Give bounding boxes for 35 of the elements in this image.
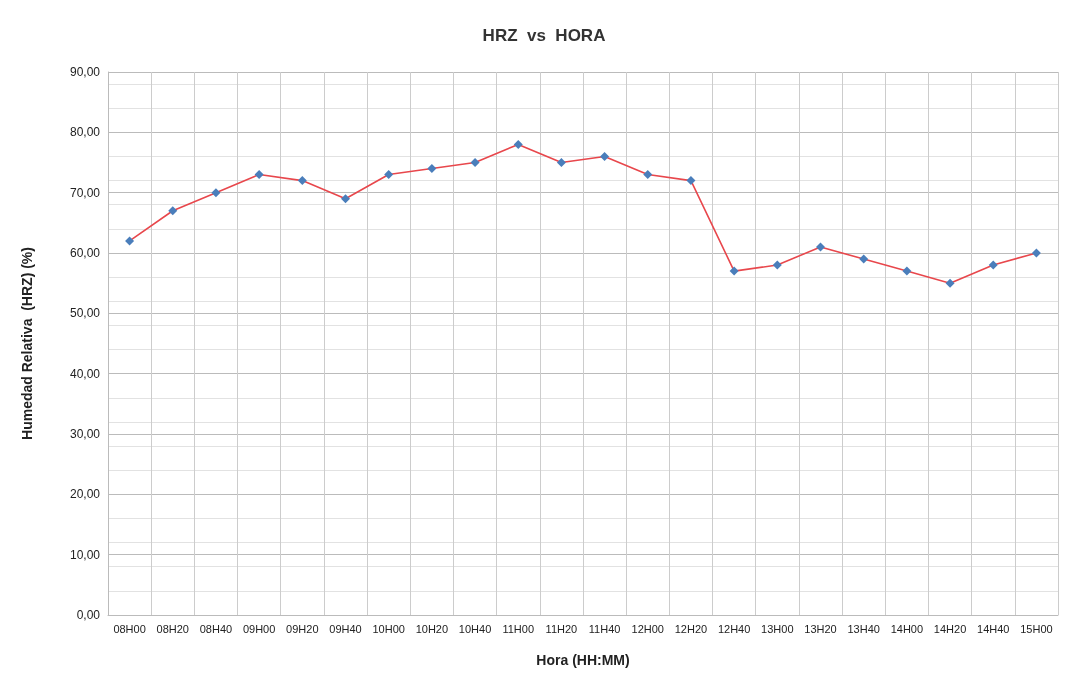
x-tick-label: 11H00 [502,622,535,635]
x-tick-label: 10H40 [458,622,492,635]
y-tick-label: 10,00 [69,547,101,562]
x-tick-label: 09H20 [286,622,319,635]
y-tick-label: 30,00 [69,427,101,441]
y-tick-label: 80,00 [69,125,101,140]
y-tick-label: 40,00 [69,366,101,381]
x-tick-label: 09H40 [329,622,362,635]
x-tick-label: 11H40 [588,622,621,635]
x-tick-label: 14H00 [890,622,924,635]
y-tick-label: 60,00 [69,246,101,260]
y-tick-label: 0,00 [76,608,101,622]
x-tick-label: 10H00 [372,622,405,635]
y-tick-label: 20,00 [69,487,101,502]
x-tick-label: 13H00 [761,622,794,635]
y-tick-label: 50,00 [69,306,101,321]
x-axis-title: Hora (HH:MM) [536,652,630,668]
y-axis-title: Humedad Relativa (HRZ) (%) [19,247,35,440]
x-tick-label: 13H20 [804,622,837,635]
chart-title: HRZ vs HORA [482,26,606,45]
x-tick-label: 11H20 [545,622,578,635]
y-tick-label: 70,00 [69,185,101,200]
x-tick-label: 14H40 [977,622,1010,635]
x-tick-label: 08H00 [113,622,146,635]
x-tick-label: 08H20 [156,622,189,635]
x-tick-label: 10H20 [415,622,449,635]
x-tick-label: 12H00 [631,622,664,635]
x-tick-label: 14H20 [933,622,967,635]
x-tick-label: 13H40 [847,622,880,635]
x-tick-label: 12H20 [674,622,708,635]
x-tick-label: 15H00 [1020,622,1053,635]
y-tick-label: 90,00 [69,65,101,79]
x-tick-label: 12H40 [717,622,751,635]
x-tick-label: 09H00 [242,622,276,635]
x-tick-label: 08H40 [199,622,233,635]
